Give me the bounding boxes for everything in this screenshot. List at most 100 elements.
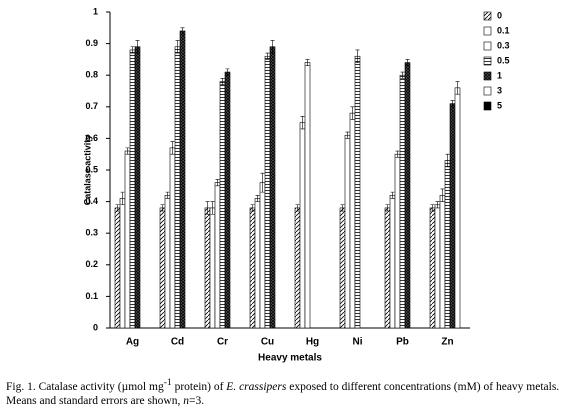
x-axis-title: Heavy metals [258, 353, 322, 364]
error-bar [450, 100, 455, 108]
x-tick-label: Pb [396, 337, 409, 348]
bar [134, 46, 141, 329]
legend-label: 0 [497, 10, 502, 20]
bar [299, 122, 306, 329]
error-bar [265, 52, 270, 60]
bar [219, 81, 226, 329]
y-tick-label: 0.8 [85, 70, 98, 80]
y-tick-label: 0.9 [85, 38, 98, 48]
bar [389, 194, 396, 329]
error-bar [180, 27, 185, 35]
error-bar [255, 194, 260, 202]
bar [204, 207, 211, 329]
bar [114, 207, 121, 329]
bar [169, 147, 176, 329]
error-bar [170, 141, 175, 155]
error-bar [175, 40, 180, 54]
y-tick-label: 0.1 [85, 291, 98, 301]
legend-swatch [483, 26, 492, 36]
caption-text: E. crassipers [226, 380, 287, 393]
y-tick-label: 0.6 [85, 133, 98, 143]
y-tick-label: 0 [93, 322, 98, 332]
error-bar [385, 204, 390, 212]
error-bar [225, 68, 230, 76]
bar [249, 207, 256, 329]
x-tick-label: Cu [261, 337, 274, 348]
caption: Fig. 1. Catalase activity (µmol mg-1 pro… [6, 376, 576, 408]
error-bar [135, 40, 140, 54]
error-bar [115, 204, 120, 212]
bar [174, 46, 181, 329]
chart: Catalase activity Heavy metals 0 0.1 0.2 0.… [82, 6, 510, 364]
bar [404, 62, 411, 329]
error-bar [210, 201, 215, 215]
error-bar [440, 188, 445, 202]
bar [269, 46, 276, 329]
legend-label: 3 [497, 85, 502, 95]
y-axis-title: Catalase activity [82, 135, 92, 206]
bar [434, 204, 441, 329]
legend-label: 0.1 [497, 25, 510, 35]
caption-text: -1 [163, 377, 172, 388]
error-bar [350, 106, 355, 120]
bar [209, 207, 216, 329]
error-bar [130, 46, 135, 54]
error-bar [395, 150, 400, 158]
legend-label: 0.3 [497, 40, 510, 50]
error-bar [355, 49, 360, 63]
error-bar [120, 191, 125, 206]
error-bar [165, 191, 170, 199]
bar [454, 87, 461, 329]
y-tick-label: 1 [93, 6, 98, 16]
bar [179, 30, 186, 329]
error-bar [405, 59, 410, 67]
legend-swatch [483, 86, 492, 96]
legend-label: 5 [497, 100, 502, 110]
bar [264, 55, 271, 329]
bar [429, 207, 436, 329]
y-tick-label: 0.5 [85, 164, 98, 174]
error-bar [250, 204, 255, 212]
bar [384, 207, 391, 329]
caption-text: n [183, 394, 189, 407]
x-tick-label: Ag [126, 337, 139, 348]
bar [354, 55, 361, 329]
x-tick-label: Ni [353, 337, 363, 348]
legend-swatch [483, 71, 492, 81]
bar [224, 71, 231, 329]
caption-text: =3. [188, 394, 205, 407]
error-bar [390, 191, 395, 199]
error-bar [220, 78, 225, 85]
bar [394, 153, 401, 329]
bar [129, 49, 136, 329]
y-tick-label: 0.2 [85, 259, 98, 269]
error-bar [455, 81, 460, 95]
bar [119, 198, 126, 329]
bar [304, 62, 311, 329]
error-bar [340, 204, 345, 212]
caption-text: protein) of [171, 380, 227, 393]
error-bar [345, 131, 350, 139]
bar [164, 194, 171, 329]
bar [159, 207, 166, 329]
caption-text: Fig. 1. Catalase activity (µmol mg [6, 380, 164, 393]
bar [259, 182, 266, 329]
error-bar [435, 201, 440, 209]
x-tick-label: Hg [306, 337, 319, 348]
bar [349, 112, 356, 329]
x-tick-label: Cr [217, 337, 228, 348]
legend-label: 1 [497, 70, 502, 80]
bar [449, 103, 456, 329]
error-bar [215, 179, 220, 187]
error-bar [270, 40, 275, 54]
error-bar [205, 201, 210, 215]
bar [444, 160, 451, 329]
x-tick-label: Zn [441, 337, 453, 348]
bar [339, 207, 346, 329]
bar [294, 207, 301, 329]
y-tick-label: 0.4 [85, 196, 98, 206]
error-bar [400, 71, 405, 79]
bar [439, 194, 446, 329]
bar [254, 198, 261, 329]
